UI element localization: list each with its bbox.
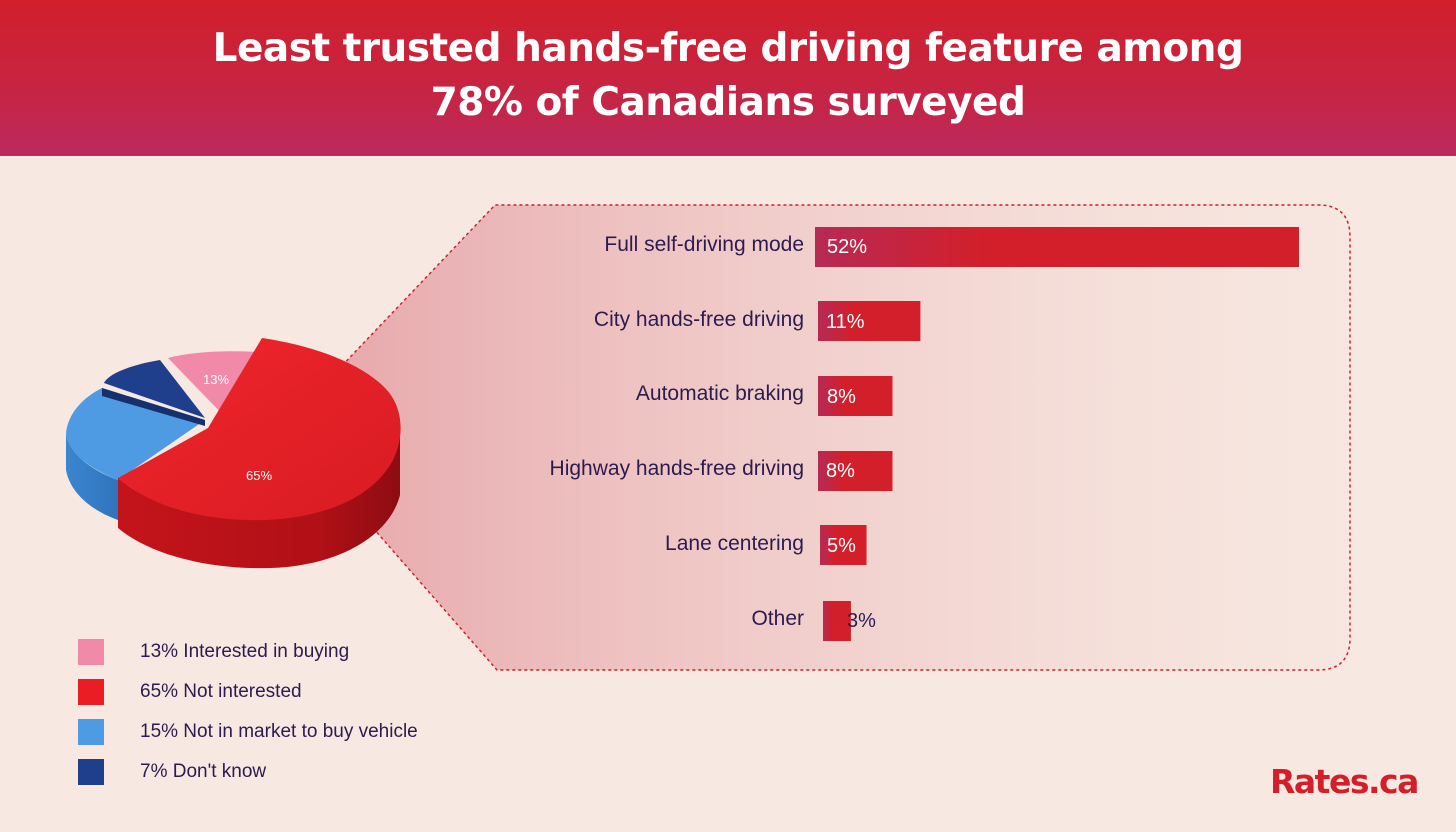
- bar-value-full-self-driving: 52%: [827, 236, 868, 258]
- pie-slice-dont-know-side: [102, 388, 205, 426]
- pie-slice-not-interested: [118, 338, 401, 521]
- bar-value-other: 3%: [847, 610, 876, 632]
- page-title: Least trusted hands-free driving feature…: [0, 22, 1456, 130]
- bar-full-self-driving-mode: [815, 227, 1299, 267]
- pink-square-icon: [78, 639, 104, 665]
- bar-value-city-hands-free: 11%: [826, 311, 865, 333]
- bar-city-hands-free-driving: [818, 301, 921, 341]
- red-square-icon: [78, 679, 104, 705]
- legend-text: 15% Not in market to buy vehicle: [140, 721, 418, 742]
- legend-text: 13% Interested in buying: [140, 641, 350, 662]
- dark-blue-square-icon: [78, 759, 104, 785]
- bar-label-city-hands-free: City hands-free driving: [593, 308, 804, 331]
- bar-label-automatic-braking: Automatic braking: [635, 382, 804, 405]
- pie-slice-not-in-market-side: [66, 433, 118, 520]
- pie-slice-dont-know: [104, 360, 205, 418]
- brand-logo: Rates.ca: [1270, 762, 1419, 801]
- bar-label-other: Other: [751, 607, 804, 630]
- legend-text: 7% Don't know: [140, 761, 267, 782]
- header-banner: Least trusted hands-free driving feature…: [0, 0, 1456, 156]
- bar-lane-centering: [820, 525, 867, 565]
- bar-label-full-self-driving: Full self-driving mode: [604, 233, 804, 256]
- pie-chart: 13% 65%: [66, 338, 401, 569]
- bar-automatic-braking: [818, 376, 893, 416]
- light-blue-square-icon: [78, 719, 104, 745]
- bar-value-highway-hands-free: 8%: [826, 460, 855, 482]
- title-line-2: 78% of Canadians surveyed: [430, 80, 1026, 125]
- bar-highway-hands-free-driving: [818, 451, 893, 491]
- bar-other: [823, 601, 851, 641]
- pie-slice-not-interested-side: [118, 430, 400, 569]
- bar-label-highway-hands-free: Highway hands-free driving: [549, 457, 804, 480]
- zoom-callout-shape: [274, 204, 1351, 671]
- title-line-1: Least trusted hands-free driving feature…: [212, 26, 1244, 71]
- pie-label-interested-in-buying: 13%: [203, 372, 229, 387]
- legend-text: 65% Not interested: [140, 681, 302, 702]
- bar-value-automatic-braking: 8%: [827, 386, 856, 408]
- bar-value-lane-centering: 5%: [827, 535, 856, 557]
- pie-label-not-interested: 65%: [246, 468, 272, 483]
- bar-chart: [815, 227, 1299, 641]
- bar-label-lane-centering: Lane centering: [665, 532, 804, 555]
